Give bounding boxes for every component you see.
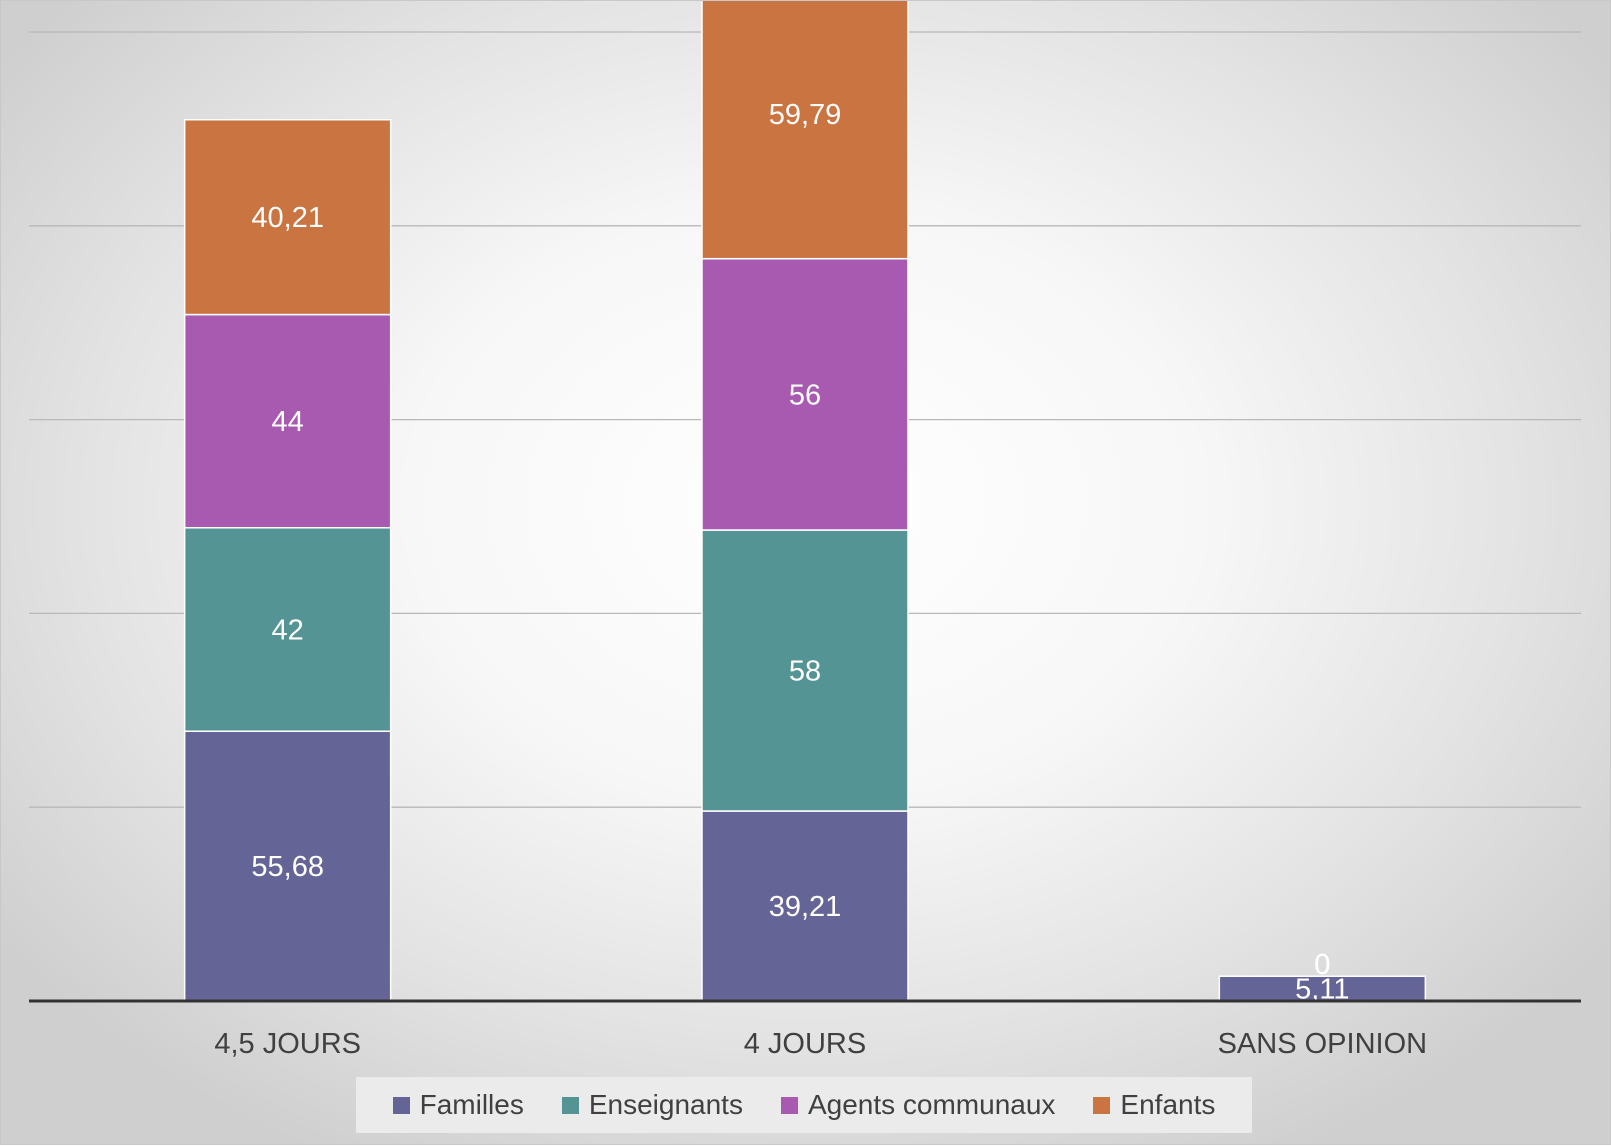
data-label: 42 [272, 614, 304, 646]
data-label: 58 [789, 656, 821, 688]
legend-item: Agents communaux [780, 1089, 1056, 1121]
bar-segment [183, 118, 392, 316]
bar-segment [701, 1, 909, 260]
data-label: 44 [272, 406, 304, 438]
legend-label: Agents communaux [807, 1089, 1056, 1120]
x-tick-label: 4 JOURS [744, 1028, 866, 1060]
x-tick-label: 4,5 JOURS [214, 1028, 361, 1060]
bar-segment [1218, 975, 1427, 1002]
bar-segment [183, 730, 392, 1002]
legend-swatch [392, 1096, 410, 1114]
bar-segment [183, 526, 392, 732]
data-label: 0 [1314, 949, 1330, 981]
data-label: 0 [1314, 949, 1330, 981]
legend-swatch [561, 1096, 579, 1114]
x-tick-label: SANS OPINION [1218, 1028, 1428, 1060]
data-label: 56 [789, 379, 821, 411]
data-label: 0 [1314, 949, 1330, 981]
legend-label: Enfants [1120, 1089, 1216, 1120]
legend-swatch [1093, 1096, 1111, 1114]
legend-label: Familles [419, 1089, 524, 1120]
data-label: 39,21 [769, 891, 842, 923]
data-label: 59,79 [769, 99, 842, 131]
legend-label: Enseignants [588, 1089, 743, 1120]
legend-item: Familles [392, 1089, 524, 1121]
bar-segment [701, 257, 909, 531]
data-label: 40,21 [251, 202, 324, 234]
legend: Familles Enseignants Agents communaux Enfan… [356, 1077, 1252, 1133]
legend-swatch [780, 1096, 798, 1114]
legend-item: Enseignants [561, 1089, 743, 1121]
data-label: 55,68 [251, 851, 324, 883]
legend-item: Enfants [1093, 1089, 1215, 1121]
